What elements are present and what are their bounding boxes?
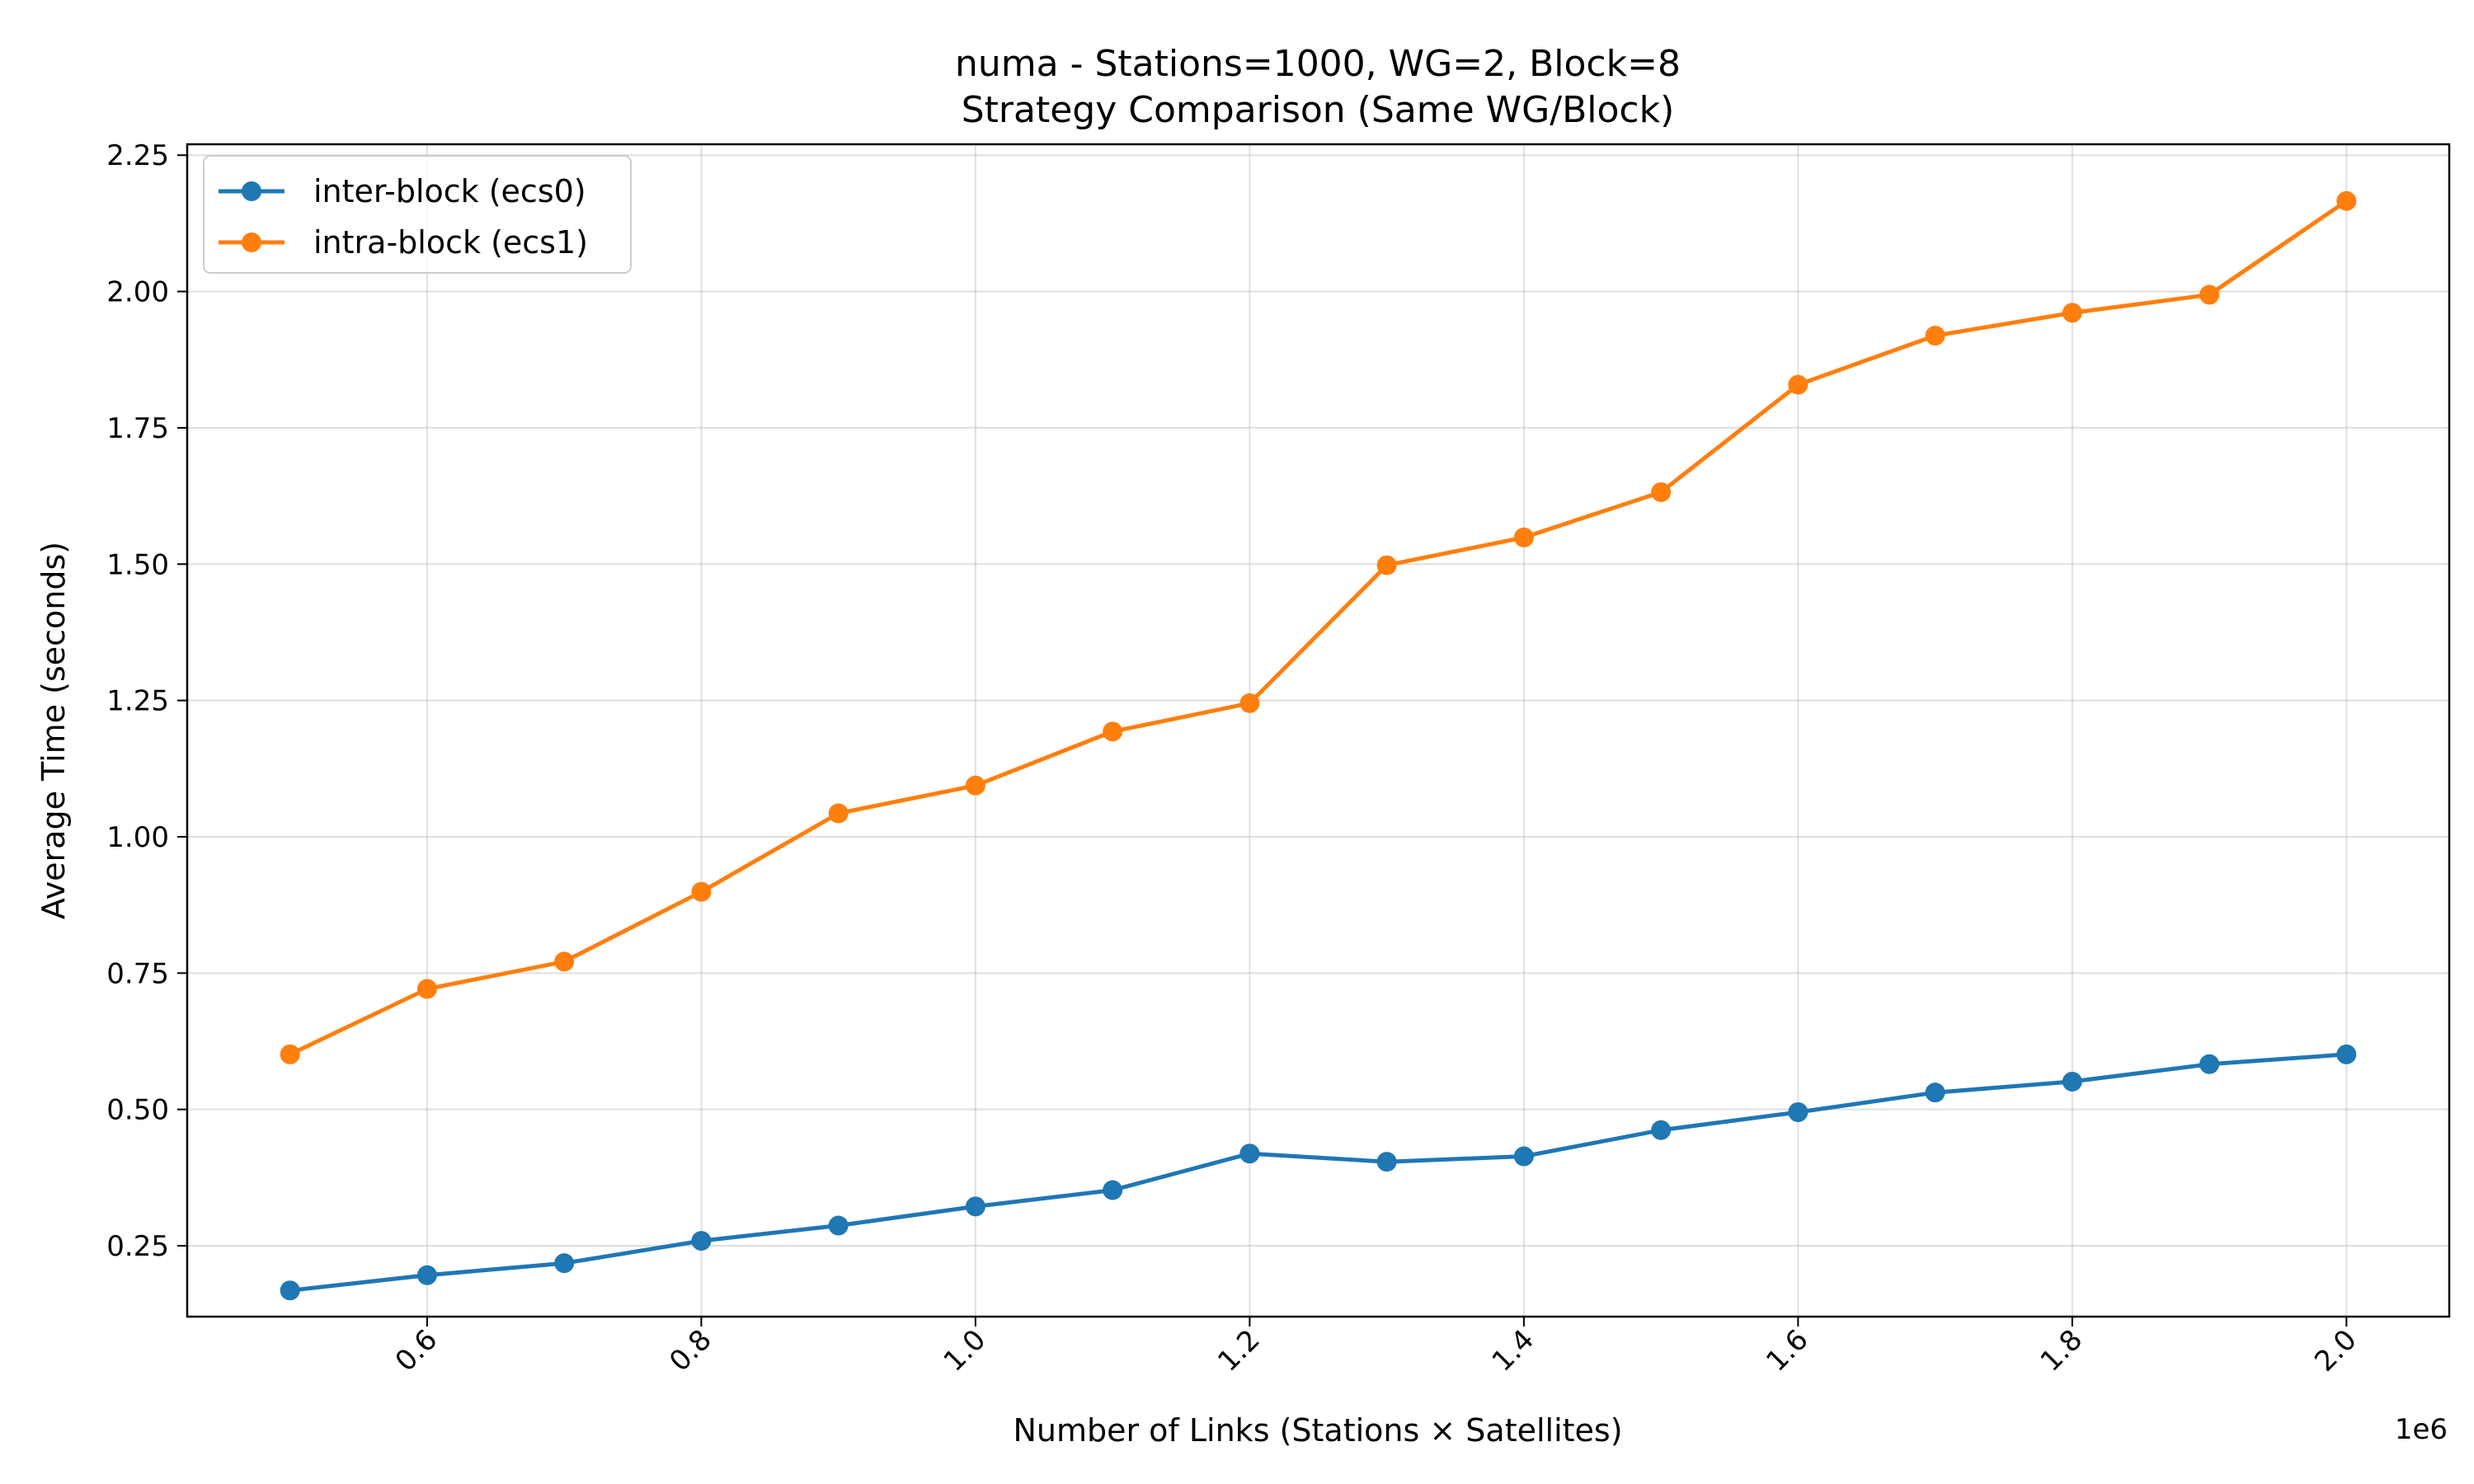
y-tick-label: 1.00 — [106, 821, 169, 854]
data-point-inter-block — [280, 1280, 300, 1301]
y-tick-label: 1.50 — [106, 548, 169, 581]
series-line-intra-block — [288, 199, 2349, 1057]
legend-marker-intra-block — [242, 232, 261, 252]
data-point-inter-block — [416, 1265, 437, 1285]
data-point-intra-block — [1103, 721, 1123, 742]
legend-box — [203, 155, 632, 274]
series-lines — [280, 190, 2357, 1301]
data-point-inter-block — [1513, 1146, 1534, 1167]
data-point-inter-block — [1239, 1144, 1260, 1164]
data-point-inter-block — [2062, 1071, 2082, 1092]
data-point-intra-block — [2336, 190, 2357, 211]
legend: inter-block (ecs0) intra-block (ecs1) — [203, 155, 632, 274]
y-tick-label: 0.25 — [106, 1230, 169, 1263]
data-point-inter-block — [1651, 1120, 1672, 1140]
data-point-intra-block — [554, 951, 575, 972]
y-tick-label: 1.25 — [106, 685, 169, 718]
data-point-intra-block — [1513, 527, 1534, 547]
legend-marker-inter-block — [242, 181, 261, 201]
legend-label-intra-block: intra-block (ecs1) — [313, 224, 588, 261]
x-axis-offset-label: 1e6 — [2395, 1413, 2448, 1446]
data-point-inter-block — [691, 1231, 712, 1252]
data-point-inter-block — [2199, 1054, 2220, 1074]
chart-subtitle: Strategy Comparison (Same WG/Block) — [962, 89, 1675, 131]
y-axis-label: Average Time (seconds) — [35, 542, 72, 919]
data-point-intra-block — [2199, 284, 2220, 305]
data-point-intra-block — [1925, 326, 1945, 346]
data-point-intra-block — [280, 1044, 300, 1064]
y-tick-label: 2.25 — [106, 139, 169, 172]
data-point-intra-block — [1788, 374, 1808, 395]
plot-area-frame — [186, 143, 2451, 1318]
y-tick-label: 2.00 — [106, 276, 169, 309]
y-tick-label: 0.75 — [106, 957, 169, 990]
data-point-intra-block — [2062, 303, 2082, 323]
data-point-intra-block — [1239, 693, 1260, 713]
x-axis-label: Number of Links (Stations × Satellites) — [1013, 1412, 1622, 1449]
data-point-inter-block — [1376, 1152, 1397, 1172]
data-point-intra-block — [1376, 555, 1397, 575]
axis-ticks: 0.250.500.751.001.251.501.752.002.250.6 0… — [106, 139, 2363, 1378]
legend-label-inter-block: inter-block (ecs0) — [313, 173, 586, 209]
data-point-inter-block — [1925, 1082, 1945, 1103]
data-point-inter-block — [1103, 1180, 1123, 1200]
data-point-intra-block — [1651, 481, 1672, 502]
data-point-intra-block — [416, 979, 437, 999]
data-point-inter-block — [2336, 1044, 2357, 1064]
y-tick-label: 1.75 — [106, 412, 169, 445]
series-line-inter-block — [288, 1052, 2349, 1293]
y-tick-label: 0.50 — [106, 1094, 169, 1127]
data-point-inter-block — [554, 1253, 575, 1274]
data-point-inter-block — [828, 1215, 849, 1236]
data-point-inter-block — [965, 1196, 985, 1217]
chart-title: numa - Stations=1000, WG=2, Block=8 — [955, 43, 1681, 85]
data-point-intra-block — [965, 775, 985, 796]
data-point-intra-block — [828, 803, 849, 824]
data-point-inter-block — [1788, 1101, 1808, 1122]
data-point-intra-block — [691, 881, 712, 902]
